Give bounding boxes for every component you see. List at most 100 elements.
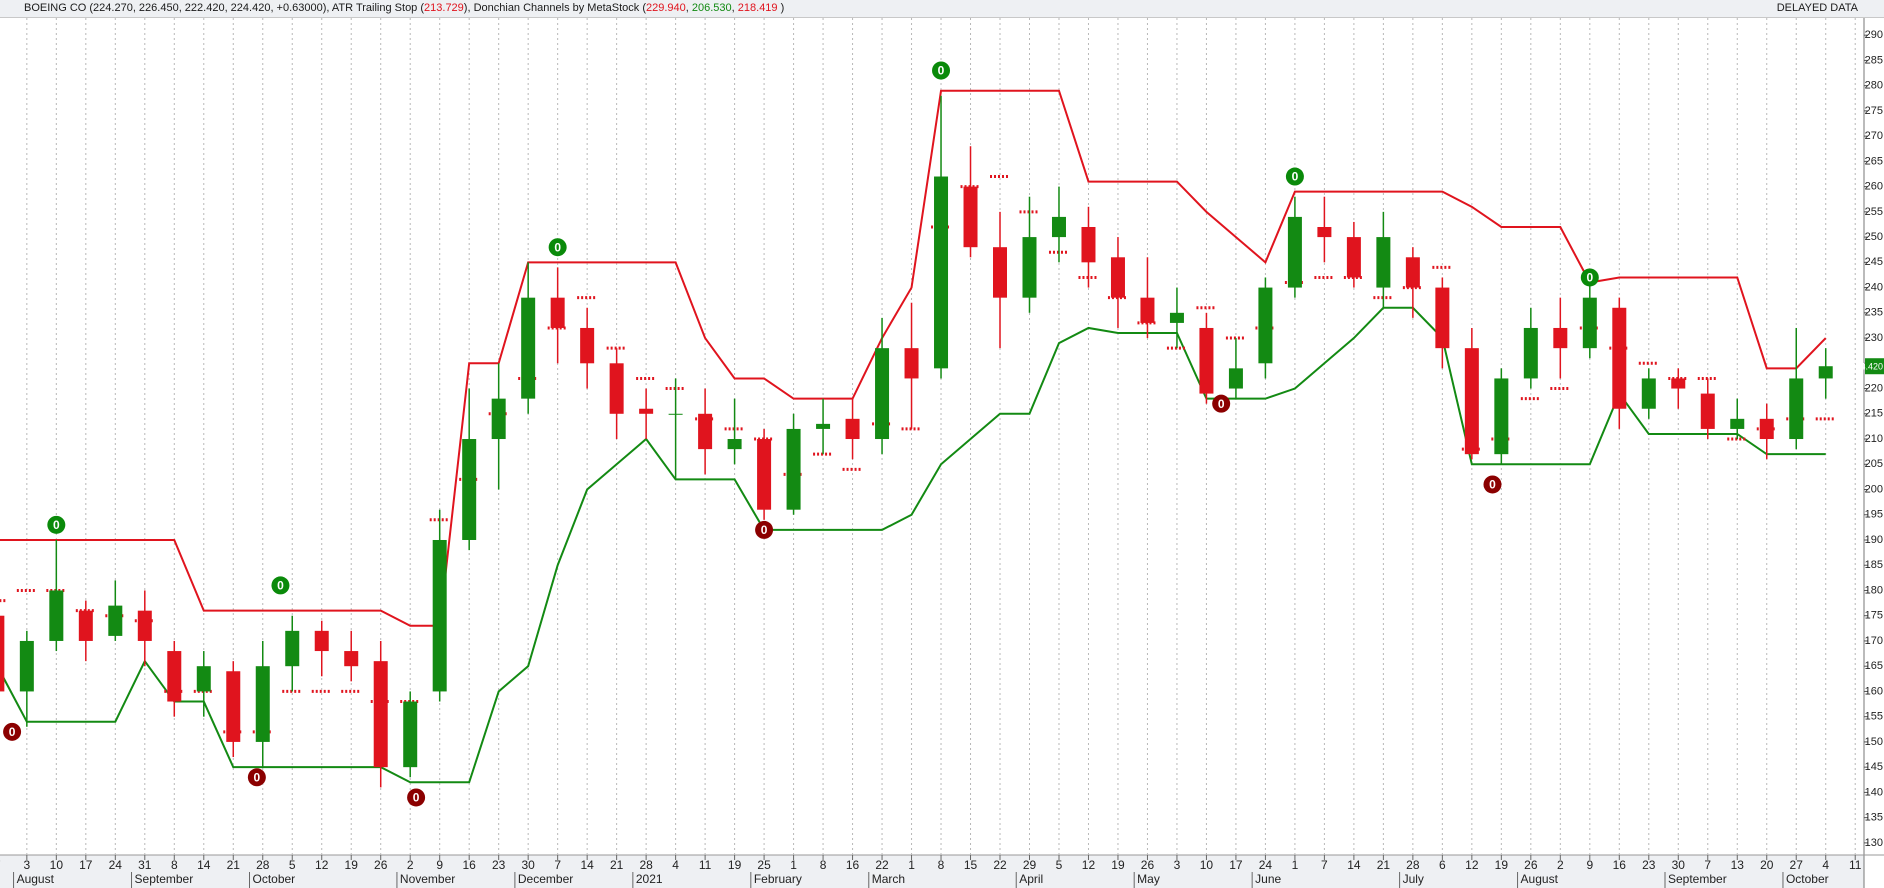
x-tick-label: 21 — [227, 858, 241, 872]
wave-marker — [1483, 475, 1502, 494]
candle-body — [1464, 348, 1479, 455]
header-text: ), Donchian Channels by MetaStock ( — [463, 2, 646, 14]
candle-body — [963, 186, 978, 248]
x-tick-label: 23 — [1642, 858, 1656, 872]
x-tick-label: 1 — [790, 858, 797, 872]
x-tick-label: 21 — [610, 858, 624, 872]
x-tick-label: 16 — [463, 858, 477, 872]
month-label: 2021 — [636, 872, 663, 886]
y-tick-label: 150 — [1865, 736, 1883, 748]
x-tick-label: 31 — [138, 858, 152, 872]
x-tick-label: 2 — [407, 858, 414, 872]
price-axis-bg — [1864, 18, 1884, 888]
candle-body — [1553, 327, 1568, 349]
candle-body — [521, 297, 536, 399]
x-tick-label: 30 — [521, 858, 535, 872]
candle-body — [1022, 237, 1037, 298]
y-tick-label: 235 — [1865, 307, 1883, 319]
x-tick-label: 11 — [1849, 858, 1862, 872]
wave-label: 0 — [1218, 397, 1225, 411]
y-tick-label: 180 — [1865, 584, 1883, 596]
x-tick-label: 19 — [1111, 858, 1125, 872]
x-tick-label: 7 — [1321, 858, 1328, 872]
x-tick-label: 28 — [1406, 858, 1420, 872]
candle-body — [993, 247, 1008, 298]
candle-body — [1287, 216, 1302, 288]
wave-label: 0 — [413, 791, 420, 805]
y-tick-label: 240 — [1865, 281, 1883, 293]
wave-marker — [247, 768, 266, 787]
x-tick-label: 14 — [197, 858, 211, 872]
plot-area: 0 0 0 0 0 0 0 0 0 0 0 0 — [0, 18, 1856, 855]
candle-body — [462, 439, 477, 540]
candle-body — [314, 630, 329, 652]
header-text: 206.530 — [691, 2, 732, 14]
header-text: BOEING CO (224.270, 226.450, 222.420, 22… — [24, 2, 425, 14]
candle-body — [698, 413, 713, 450]
wave-label: 0 — [1292, 170, 1299, 184]
x-tick-label: 5 — [289, 858, 296, 872]
x-tick-label: 16 — [1613, 858, 1627, 872]
wave-marker — [932, 61, 951, 80]
x-tick-label: 11 — [699, 858, 712, 872]
x-tick-label: 12 — [315, 858, 329, 872]
candle-body — [1612, 307, 1627, 409]
candle-body — [609, 363, 624, 414]
y-tick-label: 145 — [1865, 761, 1883, 773]
candle-body — [137, 610, 152, 641]
header-legend: BOEING CO (224.270, 226.450, 222.420, 22… — [24, 0, 784, 17]
y-tick-label: 175 — [1865, 610, 1883, 622]
month-label: September — [135, 872, 194, 886]
y-tick-label: 260 — [1865, 181, 1883, 193]
x-tick-label: 7 — [1704, 858, 1711, 872]
y-tick-label: 135 — [1865, 812, 1883, 824]
candle-body — [1199, 327, 1214, 394]
wave-marker — [47, 515, 66, 534]
x-tick-label: 16 — [846, 858, 860, 872]
candle-body — [786, 428, 801, 510]
month-label: August — [17, 872, 55, 886]
candle-body — [1700, 393, 1715, 429]
status: DELAYED DATA — [1776, 2, 1858, 14]
x-tick-label: 20 — [1760, 858, 1774, 872]
candle-body — [19, 640, 34, 692]
wave-marker — [1212, 394, 1231, 413]
x-tick-label: 4 — [1822, 858, 1829, 872]
header-text: 213.729 — [424, 2, 464, 14]
x-tick-label: 2 — [1557, 858, 1564, 872]
candle-body — [1376, 237, 1391, 288]
x-tick-label: 17 — [1229, 858, 1243, 872]
x-tick-label: 8 — [171, 858, 178, 872]
x-tick-label: 22 — [993, 858, 1007, 872]
x-tick-label: 8 — [938, 858, 945, 872]
y-tick-label: 270 — [1865, 130, 1883, 142]
candle-body — [1346, 237, 1361, 278]
candle-body — [344, 651, 359, 667]
y-tick-label: 190 — [1865, 534, 1883, 546]
x-tick-label: 6 — [1439, 858, 1446, 872]
x-tick-label: 1 — [908, 858, 915, 872]
donchian-line — [0, 89, 1827, 627]
month-label: March — [872, 872, 905, 886]
candle-body — [580, 327, 595, 364]
x-tick-label: 9 — [436, 858, 443, 872]
y-tick-label: 280 — [1865, 80, 1883, 92]
wave-label: 0 — [277, 579, 284, 593]
candle-body — [639, 408, 654, 414]
x-tick-label: 8 — [820, 858, 827, 872]
donchian-line — [0, 306, 1826, 784]
y-tick-label: 130 — [1865, 837, 1883, 849]
wave-label: 0 — [9, 725, 16, 739]
x-tick-label: 1 — [1292, 858, 1299, 872]
wave-marker — [3, 722, 22, 741]
candle-body — [845, 418, 860, 440]
y-tick-label: 205 — [1865, 458, 1883, 470]
x-tick-label: 19 — [1495, 858, 1509, 872]
y-tick-label: 230 — [1865, 332, 1883, 344]
y-tick-label: 220 — [1865, 382, 1883, 394]
candle-body — [1258, 287, 1273, 364]
candle-body — [1435, 287, 1450, 349]
month-label: August — [1521, 872, 1559, 886]
month-label: October — [252, 872, 295, 886]
